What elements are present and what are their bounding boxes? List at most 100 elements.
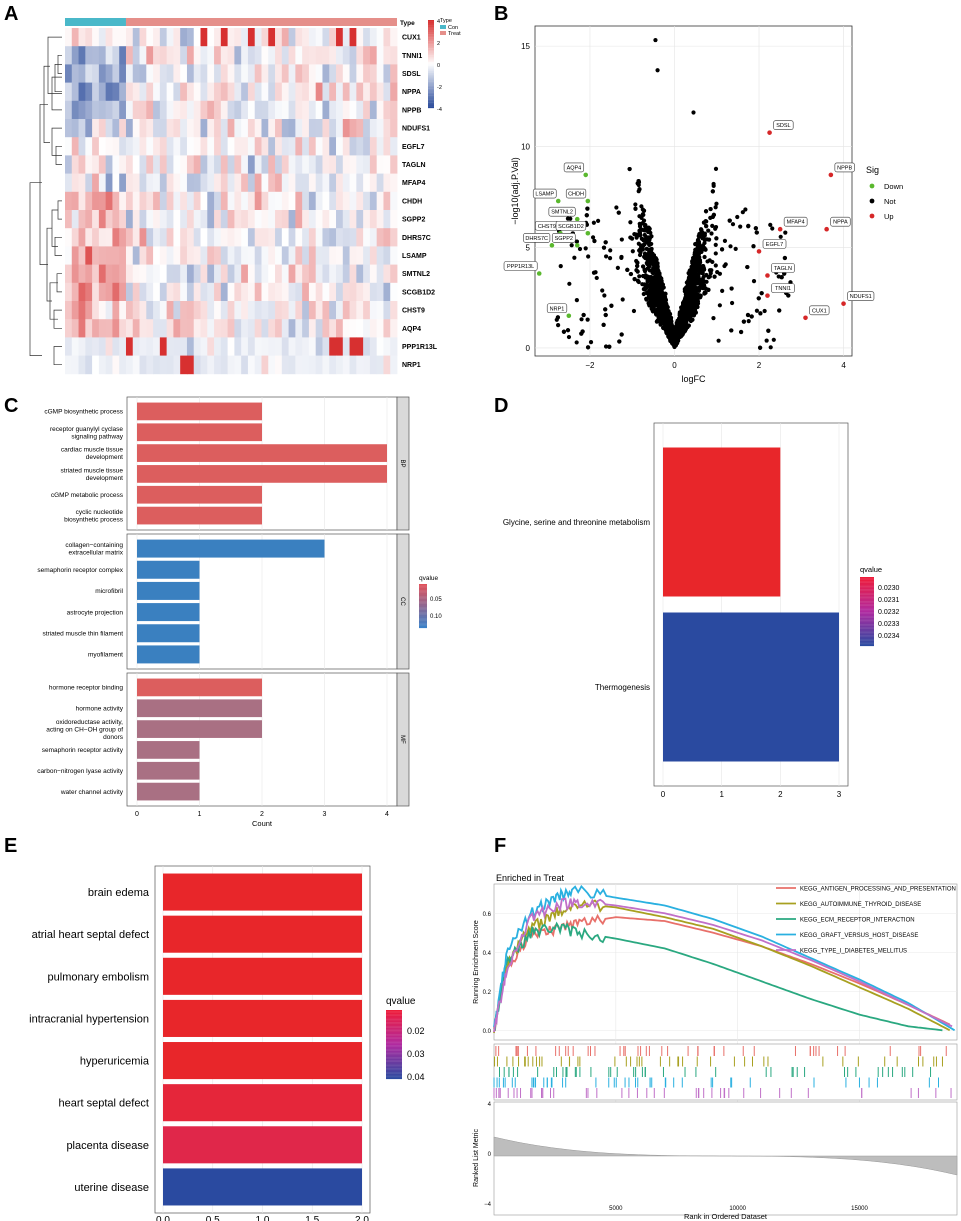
heatmap-cell [220,301,229,320]
heatmap-cell [281,210,289,229]
legend-swatch [860,624,874,626]
point [681,314,686,320]
heatmap-cell [363,100,371,120]
x-tick: 2 [260,811,264,818]
legend-swatch [419,592,427,594]
legend-swatch [386,1022,402,1024]
heatmap-cell [159,282,168,302]
legend-swatch [386,1042,402,1044]
heatmap-cell [125,210,134,229]
heatmap-cell [65,191,73,211]
point [738,224,743,229]
heatmap-cell [261,82,269,102]
point [697,234,702,239]
heatmap-cell [275,337,283,356]
point [655,263,660,268]
bar [137,645,200,664]
point [561,329,567,334]
bar [137,761,200,780]
heatmap-cell [166,191,174,211]
point [651,253,657,258]
sig-point-sgpp2 [574,243,580,248]
bar-label: carbon−nitrogen lyase activity [37,768,124,775]
legend-swatch [419,589,427,591]
legend-swatch [386,1021,402,1023]
heatmap-cell [207,319,215,338]
heatmap-cell [390,100,398,120]
heatmap-cell [322,28,330,47]
legend-swatch [386,1066,402,1068]
point [701,264,706,269]
heatmap-cell [85,137,93,156]
legend-swatch [428,42,434,45]
heatmap-cell [78,82,86,102]
legend-swatch [428,102,434,105]
heatmap-cell [214,82,222,102]
heatmap-cell [288,246,296,265]
heatmap-cell [180,228,188,247]
heatmap-cell [98,100,107,120]
heatmap-cell [376,64,384,83]
heatmap-cell [71,337,79,356]
heatmap-cell [105,246,113,265]
legend-swatch [419,593,427,596]
legend-con: Con [448,25,458,31]
heatmap-cell [98,82,107,102]
heatmap-cell [295,28,303,47]
heatmap-cell [186,137,195,156]
sig-point-dhrs7c [549,243,555,248]
sig-point-ppp1r13l [536,271,542,276]
legend-swatch [386,1011,402,1013]
heatmap-cell [166,82,174,102]
heatmap-cell [336,82,344,102]
heatmap-cell [112,82,120,102]
gene-label: AQP4 [567,165,582,171]
heatmap-cell [363,155,371,174]
heatmap-cell [241,28,249,47]
point [680,309,685,314]
heatmap-cell [112,246,120,265]
point [700,236,705,241]
heatmap-cell [315,191,323,211]
point [754,230,759,235]
legend-swatch [419,612,427,614]
heatmap-cell [302,301,310,320]
heatmap-cell [288,337,296,356]
point [768,345,773,350]
point [713,251,718,256]
heatmap-cell [349,137,357,156]
legend-swatch [860,612,874,614]
point [782,255,787,261]
point [777,308,782,313]
legend-swatch [860,614,874,617]
heatmap-cell [315,337,323,356]
heatmap-cell [85,282,93,302]
point [634,268,639,273]
legend-swatch [386,1062,402,1065]
heatmap-cell [85,319,93,338]
heatmap-cell [92,82,100,102]
heatmap-cell [200,137,208,156]
legend-swatch [860,581,874,583]
legend-swatch [386,1023,402,1026]
point [659,305,665,310]
heatmap-cell [376,210,384,229]
heatmap-cell [369,137,378,156]
point [585,345,591,350]
heatmap-cell [254,319,262,338]
heatmap-cell [329,46,337,65]
heatmap-cell [342,46,350,65]
heatmap-cell [166,137,174,156]
heatmap-cell [295,46,303,65]
point [709,268,714,273]
heatmap-cell [254,264,262,284]
heatmap-cell [308,191,317,211]
bar-label: myofilament [88,652,123,659]
heatmap-cell [261,191,269,211]
es-line-3 [493,884,956,1032]
point [759,291,764,296]
heatmap-cell [186,301,195,320]
heatmap-cell [186,82,195,102]
heatmap-cell [315,210,323,229]
bar-label: astrocyte projection [67,609,124,616]
